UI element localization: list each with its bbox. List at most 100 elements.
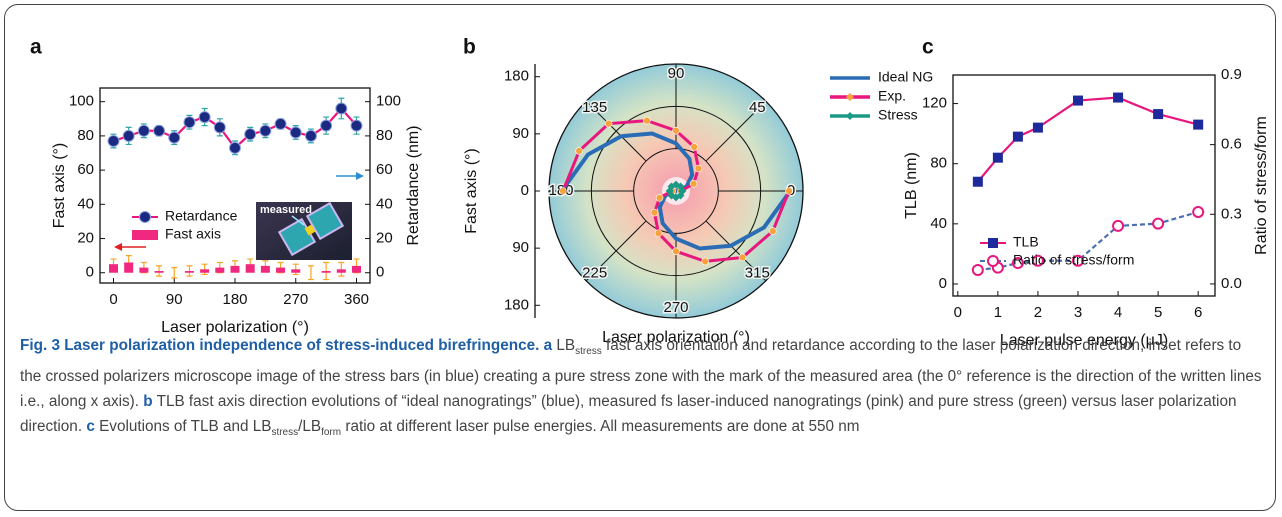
bar (245, 264, 255, 273)
y2-tick-label: 0.0 (1221, 275, 1242, 292)
y-tick-label: 180 (504, 68, 529, 85)
y2-tick-label: 60 (376, 161, 393, 178)
marker (229, 141, 241, 154)
polar-spoke (585, 100, 647, 162)
bar (154, 271, 164, 273)
marker (988, 238, 998, 248)
series-line (560, 131, 792, 251)
marker (678, 187, 687, 195)
marker (1072, 95, 1083, 106)
x-tick-label: 1 (994, 304, 1002, 321)
series-line (977, 210, 1199, 272)
arrow-left (114, 243, 146, 251)
caption-text: TLB fast axis direction evolutions of “i… (20, 393, 1237, 436)
arrow-right (336, 172, 364, 180)
legend-label: Retardance (165, 208, 238, 224)
marker (213, 121, 226, 134)
bar (109, 264, 118, 273)
bar (260, 265, 270, 273)
x-tick-label: 5 (1154, 304, 1162, 321)
inset-label: measured (260, 204, 312, 216)
polar-spoke (705, 100, 767, 162)
marker (701, 257, 709, 266)
series-line (976, 96, 1199, 183)
panel-letter: b (463, 36, 476, 59)
caption-letter: b (143, 393, 153, 411)
legend-label: Ratio of stress/form (1013, 252, 1134, 268)
bar (291, 269, 301, 273)
y-axis-title: Fast axis (°) (51, 143, 68, 229)
y-tick-label: 80 (77, 127, 94, 144)
panel-letter: a (30, 36, 42, 59)
x-tick-label: 270 (283, 291, 308, 308)
marker (1192, 205, 1205, 218)
x-axis-title: Laser polarization (°) (602, 329, 750, 346)
marker (274, 117, 287, 130)
x-axis-title: Laser pulse energy (μJ) (1000, 332, 1168, 349)
marker (289, 126, 302, 139)
bar (139, 267, 149, 273)
y-axis-title: Fast axis (°) (463, 148, 480, 234)
marker (183, 116, 196, 129)
x-tick-label: 90 (166, 291, 183, 308)
caption-letter: c (86, 418, 95, 436)
bar (352, 265, 361, 273)
legend-label: Fast axis (165, 226, 221, 242)
bar (230, 265, 240, 273)
caption-text: fast axis orientation and retardance acc… (20, 337, 1262, 411)
polar-spoke (705, 220, 767, 282)
y-tick-label: 90 (512, 125, 529, 142)
y-tick-label: 100 (69, 93, 94, 110)
caption: Fig. 3 Laser polarization independence o… (20, 333, 1262, 445)
caption-text: /LB (298, 418, 322, 436)
y2-axis-title: Retardance (nm) (405, 125, 422, 245)
error-bar (171, 267, 178, 279)
caption-text: LB (556, 337, 576, 354)
angle-tick-label: 45 (749, 99, 766, 116)
angle-tick-label: 315 (745, 265, 770, 282)
marker (575, 147, 584, 155)
y2-tick-label: 20 (376, 229, 393, 246)
marker (987, 255, 999, 267)
y-tick-label: 90 (512, 239, 529, 256)
marker (107, 135, 120, 148)
figure-frame (4, 4, 1276, 511)
angle-tick-label: 135 (582, 99, 607, 116)
caption-sub: stress (575, 346, 602, 358)
bar (215, 267, 225, 273)
y-axis-title: TLB (nm) (903, 152, 920, 219)
marker (168, 131, 181, 144)
marker (335, 102, 348, 115)
marker (259, 124, 272, 137)
marker (559, 187, 567, 195)
marker (604, 119, 613, 128)
y-tick-label: 80 (930, 155, 947, 172)
y-tick-label: 0 (939, 275, 947, 292)
marker (846, 112, 854, 120)
marker (689, 179, 698, 188)
bar (321, 271, 331, 273)
marker (320, 119, 333, 132)
legend-label: TLB (1013, 234, 1039, 250)
marker (846, 93, 854, 101)
caption-text: ratio at different laser pulse energies.… (345, 418, 860, 436)
error-bar (307, 265, 314, 281)
y-tick-label: 40 (930, 215, 947, 232)
polar-spoke (585, 220, 647, 282)
legend-label: Stress (878, 107, 918, 123)
marker (1031, 254, 1044, 267)
y-tick-label: 0 (86, 264, 94, 281)
marker (1193, 119, 1204, 130)
inset-image: measured (256, 201, 352, 260)
marker (654, 229, 663, 238)
caption-letter: a (543, 337, 553, 354)
marker (785, 187, 793, 195)
caption-sub: form (321, 427, 342, 439)
marker (244, 128, 257, 141)
y-tick-label: 60 (77, 161, 94, 178)
marker (768, 227, 777, 235)
marker (1113, 92, 1124, 103)
marker (1152, 217, 1165, 230)
x-tick-label: 180 (222, 291, 247, 308)
